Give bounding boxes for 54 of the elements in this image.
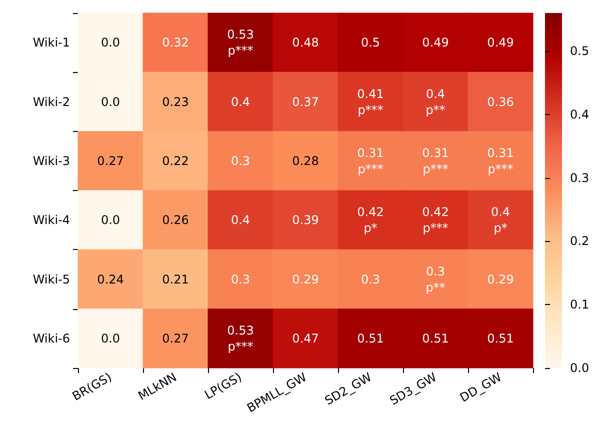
data-label: 0.51 [487, 331, 514, 346]
data-label: 0.23 [162, 94, 189, 109]
data-label: 0.39 [292, 213, 319, 228]
data-label: 0.42 p* [357, 205, 384, 236]
data-label: 0.0 [100, 331, 120, 346]
data-label: 0.51 [422, 331, 449, 346]
data-label: 0.49 [487, 36, 514, 50]
data-label: 0.41 p*** [357, 86, 384, 117]
data-label: 0.31 p*** [357, 146, 384, 176]
data-label: 0.36 [487, 94, 514, 109]
data-label: 0.4 [230, 94, 250, 109]
data-label: 0.49 [422, 36, 449, 50]
data-label: 0.3 [230, 154, 250, 168]
data-label: 0.21 [162, 272, 189, 286]
data-label: 0.31 p*** [487, 146, 514, 176]
data-label: 0.53 p*** [227, 28, 254, 58]
data-label: 0.0 [100, 213, 120, 228]
data-label: 0.0 [100, 94, 120, 109]
data-label: 0.53 p*** [227, 323, 254, 354]
data-label: 0.3 [230, 272, 250, 286]
data-label: 0.27 [97, 154, 124, 168]
data-label: 0.3 [360, 272, 380, 286]
y-tick-label: Wiki-2 [32, 94, 70, 109]
data-label: 0.51 [357, 331, 384, 346]
data-label: 0.42 p*** [422, 205, 449, 236]
color-bar-label: 0.0 [570, 361, 590, 375]
data-label: 0.5 [360, 36, 380, 50]
data-label: 0.4 [230, 213, 250, 228]
y-tick-label: Wiki-5 [32, 272, 70, 286]
data-label: 0.28 [292, 154, 319, 168]
data-label: 0.27 [162, 331, 189, 346]
data-label: 0.3 p** [426, 264, 446, 294]
y-tick-label: Wiki-1 [32, 36, 70, 50]
data-label: 0.26 [162, 213, 189, 228]
color-bar-label: 0.1 [570, 298, 590, 312]
y-tick-label: Wiki-6 [32, 331, 70, 346]
data-label: 0.29 [292, 272, 319, 286]
data-label: 0.31 p*** [422, 146, 449, 176]
data-label: 0.0 [100, 36, 120, 50]
color-bar-label: 0.2 [570, 234, 590, 248]
color-bar-label: 0.3 [570, 170, 590, 185]
color-bar-label: 0.5 [570, 44, 590, 58]
data-label: 0.47 [292, 331, 319, 346]
y-tick-label: Wiki-4 [32, 213, 70, 228]
data-label: 0.4 p* [490, 205, 510, 236]
data-label: 0.37 [292, 94, 319, 109]
data-label: 0.32 [162, 36, 189, 50]
y-tick-label: Wiki-3 [32, 154, 70, 168]
data-label: 0.22 [162, 154, 189, 168]
color-bar-label: 0.4 [570, 107, 590, 122]
data-label: 0.48 [292, 36, 319, 50]
data-label: 0.29 [487, 272, 514, 286]
data-label: 0.4 p** [426, 86, 446, 117]
data-label: 0.24 [97, 272, 124, 286]
